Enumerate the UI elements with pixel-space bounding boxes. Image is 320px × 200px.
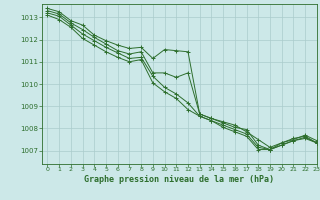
X-axis label: Graphe pression niveau de la mer (hPa): Graphe pression niveau de la mer (hPa)	[84, 175, 274, 184]
